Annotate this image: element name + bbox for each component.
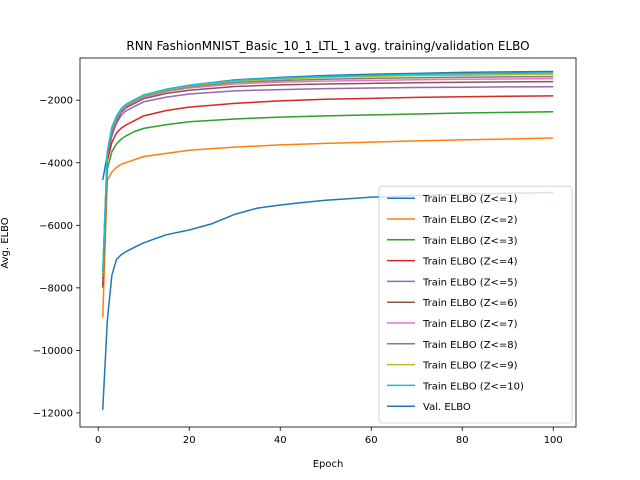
x-axis-label: Epoch bbox=[313, 459, 344, 470]
series-line-5 bbox=[102, 86, 554, 282]
x-tick-label: 80 bbox=[456, 435, 469, 446]
y-tick-label: −2000 bbox=[39, 96, 73, 107]
x-tick-label: 20 bbox=[183, 435, 196, 446]
ticks-layer: 0 20 40 60 80 100 −12000 −10000 −8000 −6000 −4000 −… bbox=[33, 96, 563, 446]
series-line-2 bbox=[102, 137, 554, 318]
legend-entry: Train ELBO (Z<=5) bbox=[422, 277, 518, 288]
y-axis-label: Avg. ELBO bbox=[0, 217, 11, 268]
axes-layer bbox=[79, 57, 577, 428]
series-line-10 bbox=[102, 72, 554, 273]
legend-entry: Train ELBO (Z<=9) bbox=[422, 361, 518, 372]
legend: Train ELBO (Z<=1) Train ELBO (Z<=2) Train … bbox=[378, 185, 573, 424]
legend-entry: Train ELBO (Z<=1) bbox=[422, 194, 518, 205]
chart-title: RNN FashionMNIST_Basic_10_1_LTL_1 avg. t… bbox=[126, 39, 529, 53]
x-tick-label: 0 bbox=[95, 435, 101, 446]
x-tick-label: 40 bbox=[274, 435, 287, 446]
legend-entry: Train ELBO (Z<=7) bbox=[422, 319, 518, 330]
axes-frame bbox=[79, 57, 577, 428]
legend-box bbox=[378, 185, 573, 424]
series-line-3 bbox=[102, 111, 554, 288]
y-tick-label: −12000 bbox=[33, 408, 73, 419]
series-line-4 bbox=[102, 95, 554, 285]
x-tick-label: 60 bbox=[365, 435, 378, 446]
y-tick-label: −6000 bbox=[39, 221, 73, 232]
legend-entry: Train ELBO (Z<=2) bbox=[422, 215, 518, 226]
y-tick-label: −4000 bbox=[39, 158, 73, 169]
y-tick-label: −8000 bbox=[39, 283, 73, 294]
legend-entry: Train ELBO (Z<=4) bbox=[422, 257, 518, 268]
legend-entry: Val. ELBO bbox=[423, 402, 471, 413]
legend-entry: Train ELBO (Z<=10) bbox=[422, 381, 524, 392]
y-tick-label: −10000 bbox=[33, 346, 73, 357]
x-tick-label: 100 bbox=[544, 435, 563, 446]
legend-entry: Train ELBO (Z<=3) bbox=[422, 236, 518, 247]
legend-entry: Train ELBO (Z<=6) bbox=[422, 298, 518, 309]
legend-entry: Train ELBO (Z<=8) bbox=[422, 340, 518, 351]
